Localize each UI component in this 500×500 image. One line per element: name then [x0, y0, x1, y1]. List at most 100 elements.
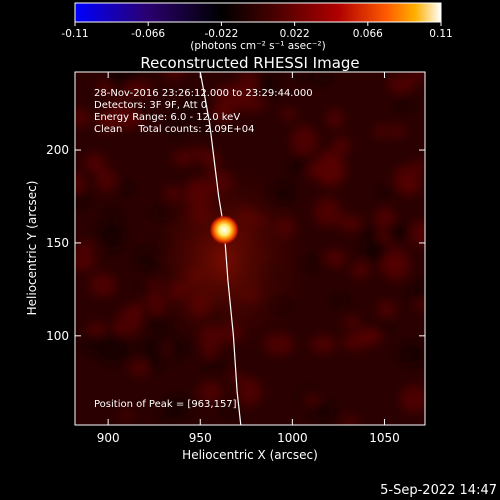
noise-blob — [333, 296, 348, 309]
noise-blob — [170, 109, 185, 122]
noise-blob — [127, 302, 146, 317]
noise-blob — [210, 102, 233, 123]
noise-blob — [75, 241, 96, 254]
noise-blob — [379, 258, 402, 277]
noise-blob — [374, 123, 388, 139]
noise-blob — [110, 318, 134, 337]
noise-blob — [311, 402, 335, 421]
noise-blob — [164, 72, 185, 80]
colorbar-ticks: -0.11 -0.066 -0.022 0.022 0.066 0.11 — [61, 22, 453, 40]
noise-blob — [414, 299, 425, 310]
noise-blob — [297, 72, 311, 80]
noise-blob — [332, 137, 351, 155]
diffuse-glow — [135, 160, 315, 360]
background-noise — [75, 72, 425, 425]
noise-blob — [343, 316, 361, 328]
noise-blob — [291, 125, 318, 156]
noise-blob — [237, 377, 262, 407]
noise-blob — [313, 150, 344, 187]
colorbar-label: (photons cm⁻² s⁻¹ asec⁻²) — [190, 40, 325, 52]
noise-blob — [119, 183, 134, 193]
solar-limb-curve — [199, 72, 242, 425]
noise-blob — [80, 333, 102, 353]
noise-blob — [410, 72, 425, 82]
noise-blob — [337, 215, 363, 232]
noise-blob — [395, 97, 415, 110]
noise-blob — [384, 221, 413, 240]
noise-blob — [122, 79, 152, 100]
noise-blob — [304, 395, 320, 405]
colorbar-tick-label: -0.066 — [131, 28, 165, 40]
noise-blob — [205, 358, 221, 372]
noise-blob — [313, 197, 342, 227]
y-tick-label: 150 — [46, 236, 69, 250]
noise-blob — [237, 72, 260, 94]
noise-blob — [409, 282, 425, 302]
colorbar-tick-label: 0.022 — [280, 28, 310, 40]
noise-blob — [393, 164, 422, 194]
noise-blob — [342, 332, 369, 351]
y-tick-label: 200 — [46, 143, 69, 157]
noise-blob — [222, 402, 239, 417]
noise-blob — [361, 237, 388, 263]
noise-blob — [117, 111, 145, 128]
noise-blob — [310, 335, 336, 354]
noise-blob — [389, 124, 405, 138]
noise-blob — [96, 91, 112, 101]
annotation-energy: Energy Range: 6.0 - 12.0 keV — [94, 112, 240, 123]
x-tick-label: 950 — [189, 431, 212, 445]
noise-blob — [103, 209, 120, 220]
noise-blob — [197, 381, 223, 403]
noise-blob — [75, 191, 89, 207]
noise-blob — [88, 273, 117, 297]
noise-blob — [172, 149, 194, 166]
noise-blob — [377, 188, 395, 199]
noise-blob — [358, 223, 379, 239]
noise-blob — [324, 249, 346, 268]
noise-blob — [400, 385, 425, 413]
noise-blob — [398, 342, 425, 366]
noise-blob — [119, 410, 133, 420]
footer-date: 5-Sep-2022 14:47 — [380, 483, 497, 498]
noise-blob — [75, 108, 90, 128]
noise-blob — [160, 402, 181, 420]
noise-blob — [280, 108, 298, 120]
noise-blob — [387, 74, 415, 94]
colorbar-tick-label: -0.022 — [204, 28, 238, 40]
peak-position-label: Position of Peak = [963,157] — [94, 399, 237, 410]
chart-title: Reconstructed RHESSI Image — [140, 54, 359, 72]
noise-blob — [412, 160, 425, 171]
annotations: 28-Nov-2016 23:26:12.000 to 23:29:44.000… — [94, 88, 313, 410]
noise-blob — [95, 331, 125, 363]
colorbar-tick-label: 0.11 — [429, 28, 452, 40]
noise-blob — [105, 72, 132, 89]
x-tick-label: 1050 — [369, 431, 400, 445]
plot-frame — [74, 71, 426, 426]
noise-blob — [289, 156, 308, 178]
noise-blob — [181, 101, 207, 117]
y-axis-ticks: 100 150 200 — [46, 143, 425, 343]
noise-blob — [169, 119, 185, 135]
colorbar-tick-label: -0.11 — [61, 28, 88, 40]
y-tick-label: 100 — [46, 329, 69, 343]
noise-blob — [407, 220, 425, 246]
noise-blob — [198, 117, 217, 132]
annotation-time: 28-Nov-2016 23:26:12.000 to 23:29:44.000 — [94, 88, 313, 99]
noise-blob — [141, 334, 166, 361]
noise-blob — [147, 360, 163, 371]
x-axis-ticks: 900 950 1000 1050 — [97, 72, 400, 445]
peak-source — [209, 214, 240, 245]
colorbar-tick-label: 0.066 — [353, 28, 383, 40]
noise-blob — [75, 172, 85, 194]
noise-blob — [130, 360, 148, 377]
noise-blob — [343, 415, 358, 425]
noise-blob — [96, 168, 116, 192]
annotation-clean: Clean Total counts: 2.09E+04 — [94, 124, 254, 135]
noise-blob — [84, 153, 106, 173]
noise-blob — [75, 252, 96, 271]
y-axis-label: Heliocentric Y (arcsec) — [25, 181, 39, 316]
x-tick-label: 900 — [97, 431, 120, 445]
colorbar-gradient — [74, 2, 442, 23]
noise-blob — [326, 109, 344, 128]
